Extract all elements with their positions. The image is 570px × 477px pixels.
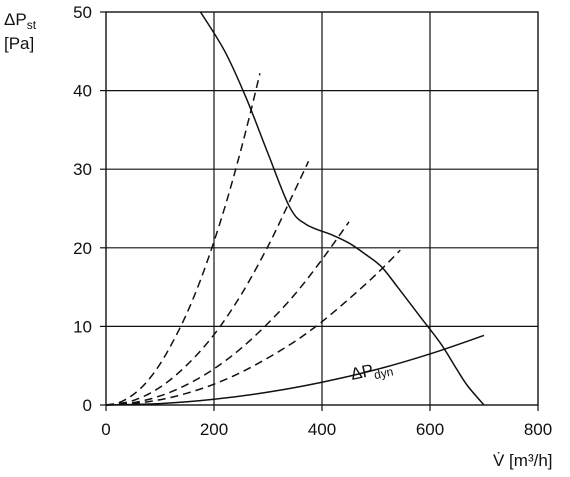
y-tick-label: 0 (83, 396, 92, 415)
y-tick-label: 10 (73, 317, 92, 336)
x-tick-label: 400 (308, 420, 336, 439)
x-tick-label: 0 (101, 420, 110, 439)
x-tick-label: 200 (200, 420, 228, 439)
x-tick-label: 600 (416, 420, 444, 439)
dashed-curve-3 (105, 161, 310, 406)
solid-curve-0 (199, 11, 485, 406)
y-tick-label: 50 (73, 3, 92, 22)
x-axis-label: V̇ [m³/h] (493, 451, 553, 470)
solid-curve-1 (105, 334, 485, 406)
y-axis-label-subscript: st (27, 18, 37, 32)
dashed-curve-4 (105, 221, 350, 406)
series-group (105, 11, 485, 406)
annotation-dp-dyn: ΔPdyn (349, 357, 395, 387)
dashed-curve-2 (105, 73, 261, 406)
y-tick-label: 30 (73, 160, 92, 179)
y-tick-label: 20 (73, 239, 92, 258)
ticks-group: 0 200 400 600 800 0 10 20 30 40 50 (73, 3, 552, 439)
y-axis-label: ΔPst (4, 10, 37, 32)
y-axis-unit: [Pa] (4, 34, 34, 53)
annotation-subscript: dyn (373, 364, 395, 382)
y-tick-label: 40 (73, 82, 92, 101)
x-tick-label: 800 (524, 420, 552, 439)
dashed-curve-5 (105, 249, 401, 406)
